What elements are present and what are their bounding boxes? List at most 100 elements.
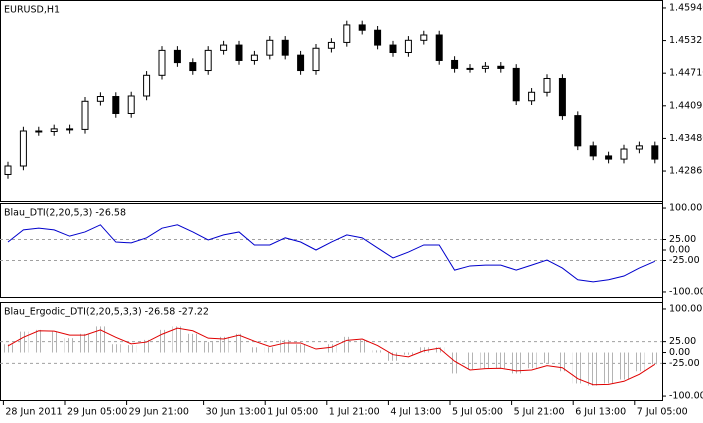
candle-body: [189, 62, 197, 72]
candle-body: [358, 24, 366, 31]
histogram-bar: [341, 336, 352, 353]
candle-body: [173, 49, 181, 64]
histogram-bar: [18, 331, 29, 353]
y-tick-label: -25.00: [669, 358, 700, 369]
candle-body: [312, 47, 320, 72]
candle-body: [204, 49, 212, 72]
candle-body: [574, 115, 582, 147]
x-tick-label: 1 Jul 21:00: [329, 407, 380, 418]
candle-body: [281, 39, 289, 56]
candle-body: [497, 65, 505, 69]
histogram-bar: [218, 336, 229, 353]
candle-body: [374, 29, 382, 46]
candle-body: [50, 128, 58, 133]
histogram-bar: [449, 352, 460, 374]
pane-title: Blau_DTI(2,20,5,3) -26.58: [4, 208, 126, 219]
histogram-bar: [187, 333, 198, 353]
histogram-bar: [64, 338, 75, 353]
candle-body: [451, 59, 459, 69]
candle-body: [266, 39, 274, 56]
candle-body: [435, 34, 443, 61]
histogram-bar: [80, 333, 90, 353]
histogram-bar: [3, 344, 13, 353]
y-tick-label: 1.42865: [669, 166, 703, 177]
candle-body: [4, 165, 12, 175]
y-tick-label: 1.45325: [669, 35, 703, 46]
y-tick-label: 1.44710: [669, 68, 703, 79]
y-tick-label: 1.43480: [669, 133, 703, 144]
histogram-bar: [95, 326, 106, 353]
histogram-bar: [357, 339, 368, 353]
y-tick-label: 0.00: [669, 347, 690, 358]
histogram-bar: [295, 344, 306, 353]
histogram-bar: [603, 352, 614, 384]
candle-body: [635, 145, 643, 150]
candle-body: [404, 39, 412, 54]
candle-body: [66, 128, 74, 131]
histogram-bar: [126, 345, 137, 353]
candle-body: [220, 44, 228, 51]
histogram-bar: [649, 352, 660, 365]
candle-body: [327, 41, 335, 49]
candle-body: [389, 44, 397, 54]
y-tick-label: 1.45940: [669, 2, 703, 13]
candle-body: [651, 145, 659, 160]
histogram-bar: [526, 352, 537, 369]
histogram-bar: [234, 333, 244, 353]
candle-body: [143, 74, 151, 97]
histogram-bar: [141, 339, 152, 353]
y-tick-label: 1.44095: [669, 100, 703, 111]
pane-title: Blau_Ergodic_DTI(2,20,5,3,3) -26.58 -27.…: [4, 307, 209, 318]
histogram-bar: [480, 352, 491, 369]
y-tick-label: -100.00: [669, 391, 703, 402]
candle-body: [466, 67, 474, 70]
histogram-bar: [542, 352, 552, 363]
pane-title: EURUSD,H1: [4, 5, 60, 16]
y-tick-label: 25.00: [669, 336, 696, 347]
candle-body: [512, 67, 520, 102]
histogram-bar: [403, 352, 414, 355]
histogram-bar: [434, 347, 445, 353]
candle-body: [343, 24, 351, 43]
candle-body: [589, 145, 597, 157]
y-tick-label: 25.00: [669, 234, 696, 245]
candle-body: [528, 91, 536, 102]
histogram-bar: [388, 352, 398, 361]
histogram-bar: [172, 326, 183, 353]
x-tick-label: 29 Jun 05:00: [67, 407, 127, 418]
candle-body: [158, 49, 166, 76]
x-tick-label: 1 Jul 05:00: [267, 407, 318, 418]
x-tick-label: 29 Jun 21:00: [129, 407, 189, 418]
histogram-bar: [264, 347, 275, 353]
candle-body: [558, 77, 566, 117]
histogram-bar: [203, 342, 214, 353]
histogram-bar: [110, 344, 121, 353]
x-tick-label: 5 Jul 05:00: [452, 407, 503, 418]
candle-body: [297, 54, 305, 72]
candle-body: [620, 148, 628, 160]
candle-body: [19, 130, 27, 167]
histogram-bar: [572, 352, 583, 384]
candle-body: [420, 34, 428, 41]
histogram-bar: [495, 352, 506, 369]
histogram-bar: [588, 352, 599, 386]
candle-body: [481, 65, 489, 69]
x-tick-label: 4 Jul 13:00: [390, 407, 441, 418]
histogram-bar: [33, 329, 44, 353]
indicator-line: [7, 327, 656, 386]
histogram-bar: [511, 352, 522, 374]
y-tick-label: 0.00: [669, 245, 690, 256]
x-tick-label: 5 Jul 21:00: [514, 407, 565, 418]
histogram-bar: [465, 352, 475, 370]
candle-body: [235, 44, 243, 61]
histogram-bar: [418, 347, 429, 353]
y-tick-label: 100.00: [669, 203, 702, 214]
candle-body: [81, 100, 89, 130]
histogram-bar: [634, 352, 645, 372]
histogram-bar: [557, 352, 568, 372]
histogram-bar: [619, 352, 629, 380]
candle-body: [35, 130, 43, 133]
candle-body: [543, 77, 551, 93]
y-tick-label: -25.00: [669, 255, 700, 266]
